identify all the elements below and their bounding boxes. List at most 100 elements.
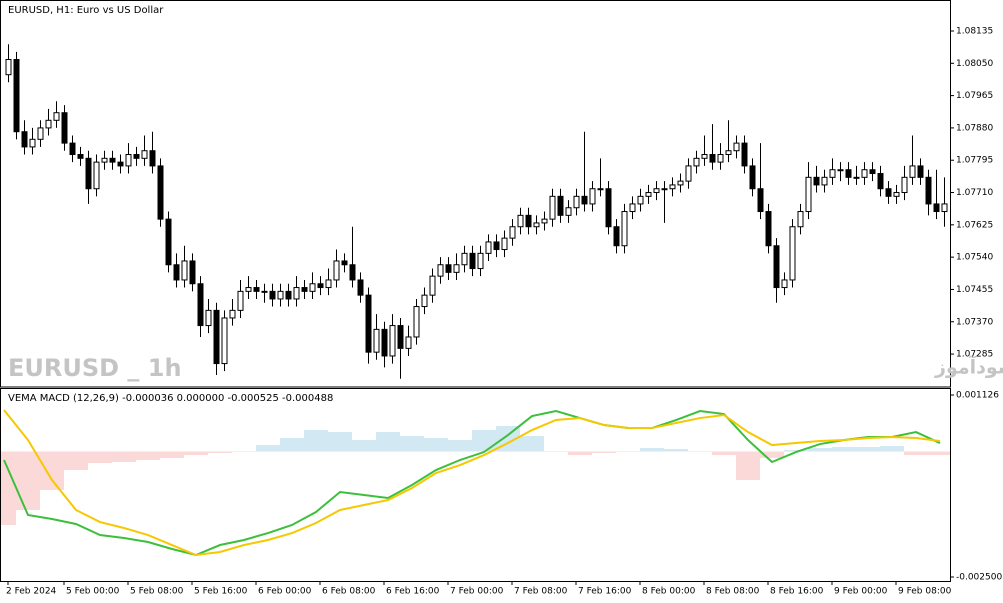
candle-body bbox=[309, 283, 316, 292]
x-tick-label: 9 Feb 08:00 bbox=[898, 587, 952, 597]
candle-body bbox=[405, 336, 412, 349]
histogram-bar bbox=[256, 445, 280, 452]
candle-body bbox=[333, 260, 340, 281]
candle-body bbox=[541, 218, 548, 224]
histogram-bar bbox=[904, 451, 928, 456]
candle-body bbox=[645, 192, 652, 197]
candle-body bbox=[29, 138, 36, 148]
candle-body bbox=[685, 165, 692, 182]
candle-body bbox=[669, 184, 676, 190]
candle-body bbox=[781, 279, 788, 289]
candle-body bbox=[45, 119, 52, 129]
histogram-bar bbox=[640, 448, 664, 452]
y-tick-label: 1.08135 bbox=[956, 26, 993, 36]
candle-body bbox=[269, 290, 276, 300]
x-tick-label: 8 Feb 16:00 bbox=[770, 587, 824, 597]
candle-body bbox=[581, 195, 588, 205]
candle-body bbox=[117, 161, 124, 167]
candle-body bbox=[413, 306, 420, 338]
watermark: EURUSD _ 1h bbox=[8, 354, 182, 382]
x-tick-label: 6 Feb 16:00 bbox=[386, 587, 440, 597]
histogram-bar bbox=[832, 447, 856, 452]
x-tick-label: 7 Feb 16:00 bbox=[578, 587, 632, 597]
candle-body bbox=[5, 58, 12, 76]
candle-body bbox=[677, 180, 684, 186]
candle-body bbox=[821, 176, 828, 186]
candle-body bbox=[373, 328, 380, 353]
candle-body bbox=[69, 142, 76, 156]
y-tick-label: 1.07965 bbox=[956, 91, 993, 101]
candle-body bbox=[589, 188, 596, 205]
axes: 1.08135 1.08050 1.07965 1.07880 1.07795 1.077… bbox=[6, 26, 1002, 596]
candle-body bbox=[245, 287, 252, 292]
histogram-bar bbox=[112, 451, 136, 463]
candle-body bbox=[181, 260, 188, 281]
candle-body bbox=[597, 188, 604, 191]
candle-body bbox=[757, 188, 764, 213]
histogram-bar bbox=[520, 436, 544, 452]
candle-body bbox=[789, 226, 796, 281]
candle-body bbox=[717, 154, 724, 163]
candle-body bbox=[93, 161, 100, 190]
indicator-title: VEMA MACD (12,26,9) -0.000036 0.000000 -… bbox=[8, 393, 333, 404]
x-tick-label: 5 Feb 16:00 bbox=[194, 587, 248, 597]
candle-body bbox=[869, 169, 876, 175]
histogram-bar bbox=[376, 432, 400, 452]
chart-title: EURUSD, H1: Euro vs US Dollar bbox=[8, 5, 164, 16]
y-tick-label: 1.07540 bbox=[956, 253, 993, 263]
candle-body bbox=[189, 260, 196, 285]
candle-body bbox=[941, 203, 948, 213]
indicator-line bbox=[3, 409, 941, 557]
candle-body bbox=[853, 176, 860, 179]
y-tick-label: 1.07370 bbox=[956, 317, 993, 327]
y-tick-label: 1.07625 bbox=[956, 220, 993, 230]
candle-body bbox=[357, 279, 364, 296]
histogram-bar bbox=[544, 451, 568, 453]
x-tick-label: 9 Feb 00:00 bbox=[834, 587, 888, 597]
candle-body bbox=[85, 157, 92, 190]
candle-body bbox=[421, 294, 428, 308]
candle-body bbox=[549, 195, 556, 220]
histogram-bar bbox=[304, 430, 328, 452]
histogram-bar bbox=[88, 451, 112, 464]
y-tick-label: -0.002500 bbox=[956, 572, 1002, 582]
candle-body bbox=[437, 264, 444, 277]
candle-body bbox=[381, 328, 388, 357]
candle-body bbox=[461, 252, 468, 266]
histogram-bar bbox=[352, 440, 376, 452]
y-tick-label: 1.07710 bbox=[956, 188, 993, 198]
y-tick-label: 1.07795 bbox=[956, 156, 993, 166]
y-tick-label: 1.07455 bbox=[956, 285, 993, 295]
candle-body bbox=[565, 207, 572, 216]
candle-body bbox=[365, 294, 372, 353]
x-tick-label: 8 Feb 00:00 bbox=[642, 587, 696, 597]
candle-body bbox=[909, 165, 916, 178]
candle-body bbox=[805, 176, 812, 213]
candle-body bbox=[741, 142, 748, 167]
candle-body bbox=[253, 287, 260, 292]
candle-body bbox=[605, 188, 612, 228]
candle-body bbox=[237, 290, 244, 311]
x-tick-label: 6 Feb 00:00 bbox=[258, 587, 312, 597]
histogram-bar bbox=[64, 451, 88, 471]
candle-body bbox=[877, 173, 884, 190]
candle-body bbox=[349, 264, 356, 281]
y-tick-label: 1.08050 bbox=[956, 59, 993, 69]
candle-body bbox=[701, 154, 708, 159]
candle-body bbox=[533, 222, 540, 228]
candle-body bbox=[845, 169, 852, 178]
indicator-plot bbox=[1, 409, 950, 557]
candle-body bbox=[501, 237, 508, 251]
candle-body bbox=[861, 169, 868, 178]
x-tick-label: 7 Feb 08:00 bbox=[514, 587, 568, 597]
candle-body bbox=[837, 169, 844, 172]
candle-body bbox=[197, 283, 204, 327]
candle-body bbox=[37, 127, 44, 140]
candle-body bbox=[629, 203, 636, 213]
candle-body bbox=[229, 309, 236, 319]
histogram-bar bbox=[712, 451, 736, 456]
y-tick-label: 0.001126 bbox=[956, 391, 999, 401]
histogram-bar bbox=[472, 430, 496, 452]
candle-body bbox=[213, 309, 220, 365]
